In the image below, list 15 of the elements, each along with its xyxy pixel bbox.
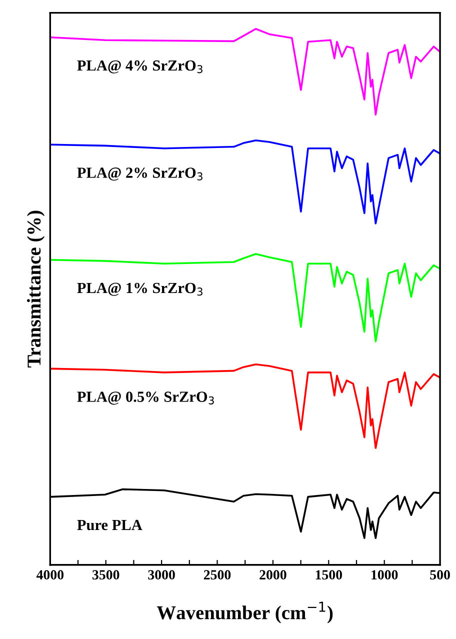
x-tick-label: 2000 xyxy=(260,570,286,580)
x-tick-label: 1000 xyxy=(372,570,398,580)
y-axis-title: Transmittance (%) xyxy=(26,210,45,368)
series-label: PLA@ 0.5% SrZrO$_{3}$ xyxy=(77,392,214,405)
series-label: Pure PLA xyxy=(77,520,142,530)
x-tick-label: 3000 xyxy=(148,570,175,580)
series-label: PLA@ 1% SrZrO$_{3}$ xyxy=(77,282,202,296)
x-tick-label: 3500 xyxy=(92,570,120,580)
x-tick-label: 1500 xyxy=(316,570,342,580)
x-tick-label: 500 xyxy=(430,570,450,580)
x-axis-title: Wavenumber (cm$^{−1}$) xyxy=(156,602,333,624)
x-tick-label: 4000 xyxy=(36,570,64,580)
series-label: PLA@ 2% SrZrO$_{3}$ xyxy=(77,168,202,181)
x-tick-label: 2500 xyxy=(204,570,231,580)
series-label: PLA@ 4% SrZrO$_{3}$ xyxy=(77,60,202,74)
